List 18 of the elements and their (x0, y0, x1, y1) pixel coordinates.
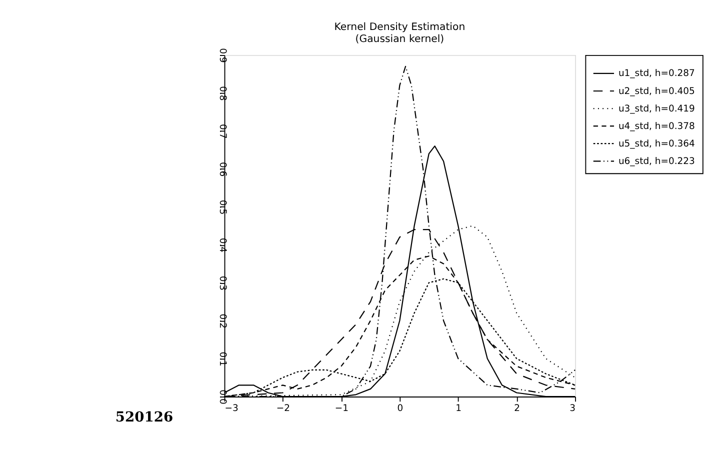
legend-label: u4_std, h=0.378 (618, 120, 695, 132)
x-tick-label: 0 (397, 402, 404, 414)
legend-label: u5_std, h=0.364 (618, 138, 695, 150)
x-tick-label: 1 (456, 402, 462, 414)
text: Kernel Density Estimation (334, 22, 466, 34)
legend-label: u3_std, h=0.419 (618, 103, 695, 114)
legend-label: u1_std, h=0.287 (618, 68, 695, 80)
legend-label: u2_std, h=0.405 (618, 86, 695, 97)
x-tick-label: −3 (224, 402, 238, 414)
x-tick-label: 3 (570, 402, 576, 414)
y-tick-label: 0.6 (217, 162, 228, 177)
text: 520126 (115, 409, 174, 426)
x-tick-label: −2 (276, 402, 290, 414)
y-tick-label: 0.9 (217, 48, 228, 63)
legend-label: u6_std, h=0.223 (618, 156, 695, 167)
text: (Gaussian kernel) (355, 34, 444, 46)
x-tick-label: 2 (514, 402, 520, 414)
x-tick-label: −1 (334, 402, 349, 414)
